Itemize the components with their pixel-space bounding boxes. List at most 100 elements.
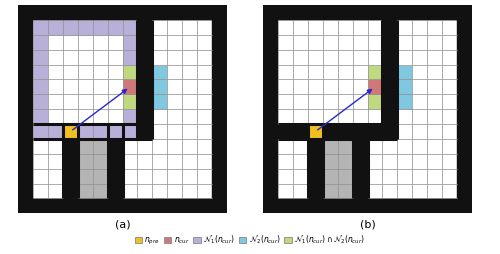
Bar: [48, 65, 63, 80]
Bar: [212, 184, 226, 198]
Bar: [338, 5, 352, 20]
Bar: [457, 65, 471, 80]
Bar: [382, 139, 398, 154]
Bar: [197, 50, 212, 65]
Bar: [457, 169, 471, 184]
Bar: [368, 80, 382, 94]
Bar: [382, 94, 398, 109]
Bar: [368, 94, 382, 109]
Bar: [18, 94, 33, 109]
Bar: [412, 198, 427, 213]
Bar: [167, 109, 182, 124]
Bar: [352, 35, 368, 50]
Bar: [182, 94, 197, 109]
Bar: [412, 109, 427, 124]
Bar: [48, 139, 63, 154]
Bar: [152, 154, 167, 169]
Bar: [457, 94, 471, 109]
Bar: [338, 65, 352, 80]
Bar: [78, 5, 92, 20]
Bar: [427, 80, 442, 94]
Bar: [323, 184, 338, 198]
Bar: [108, 169, 122, 184]
Bar: [18, 169, 33, 184]
Bar: [368, 35, 382, 50]
Bar: [48, 20, 63, 35]
Bar: [382, 169, 398, 184]
Bar: [264, 5, 278, 20]
Bar: [338, 80, 352, 94]
Bar: [323, 80, 338, 94]
Bar: [352, 154, 368, 169]
Bar: [138, 65, 152, 80]
Text: (b): (b): [360, 220, 376, 230]
Bar: [48, 35, 63, 50]
Bar: [442, 184, 457, 198]
Bar: [427, 50, 442, 65]
Bar: [338, 154, 352, 169]
Bar: [63, 80, 78, 94]
Bar: [63, 50, 78, 65]
Bar: [398, 169, 412, 184]
Bar: [412, 50, 427, 65]
Bar: [108, 20, 122, 35]
Bar: [33, 80, 48, 94]
Bar: [338, 35, 352, 50]
Bar: [182, 35, 197, 50]
Bar: [63, 20, 78, 35]
Bar: [293, 154, 308, 169]
Bar: [264, 198, 278, 213]
Bar: [457, 5, 471, 20]
Bar: [382, 154, 398, 169]
Bar: [33, 124, 48, 139]
Bar: [368, 109, 382, 124]
Bar: [338, 169, 352, 184]
Bar: [18, 35, 33, 50]
Bar: [212, 35, 226, 50]
Bar: [33, 169, 48, 184]
Bar: [352, 20, 368, 35]
Bar: [78, 35, 92, 50]
Bar: [308, 80, 323, 94]
Bar: [63, 109, 78, 124]
Bar: [308, 50, 323, 65]
Bar: [323, 20, 338, 35]
Bar: [442, 50, 457, 65]
Bar: [167, 5, 182, 20]
Bar: [398, 35, 412, 50]
Bar: [167, 184, 182, 198]
Bar: [92, 80, 108, 94]
Bar: [352, 80, 368, 94]
Bar: [18, 184, 33, 198]
Bar: [152, 65, 167, 80]
Bar: [442, 154, 457, 169]
Bar: [442, 139, 457, 154]
Bar: [442, 94, 457, 109]
Bar: [293, 139, 308, 154]
Bar: [278, 124, 293, 139]
Bar: [212, 50, 226, 65]
Bar: [78, 109, 92, 124]
Bar: [138, 94, 152, 109]
Bar: [182, 139, 197, 154]
Bar: [92, 50, 108, 65]
Bar: [122, 5, 138, 20]
Bar: [33, 94, 48, 109]
Bar: [63, 5, 78, 20]
Bar: [197, 198, 212, 213]
Bar: [48, 198, 63, 213]
Bar: [352, 198, 368, 213]
Bar: [182, 154, 197, 169]
Bar: [412, 184, 427, 198]
Bar: [368, 50, 382, 65]
Bar: [308, 139, 323, 154]
Bar: [398, 65, 412, 80]
Bar: [212, 198, 226, 213]
Bar: [382, 109, 398, 124]
Bar: [293, 198, 308, 213]
Bar: [33, 50, 48, 65]
Bar: [92, 109, 108, 124]
Bar: [457, 139, 471, 154]
Bar: [197, 35, 212, 50]
Bar: [78, 65, 92, 80]
